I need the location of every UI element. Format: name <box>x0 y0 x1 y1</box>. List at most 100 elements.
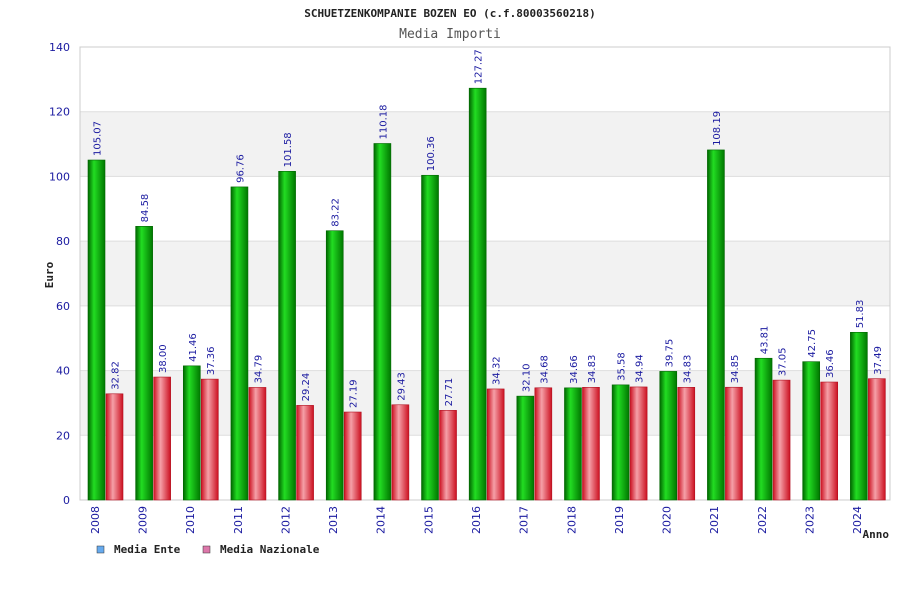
data-label-media-ente-2012: 101.58 <box>283 132 294 167</box>
bar-media-nazionale-2012 <box>296 405 314 501</box>
bar-media-ente-2015 <box>421 174 439 501</box>
bar-media-ente-2020 <box>659 371 678 501</box>
data-label-media-nazionale-2018: 34.83 <box>587 355 598 384</box>
legend: Media Ente Media Nazionale <box>96 543 320 556</box>
data-label-media-ente-2009: 84.58 <box>140 194 151 223</box>
data-label-media-ente-2015: 100.36 <box>426 136 437 171</box>
bar-media-ente-2014 <box>373 143 392 501</box>
data-label-media-nazionale-2021: 34.85 <box>730 355 741 384</box>
bar-media-ente-2023 <box>802 361 821 501</box>
x-tick-label-2008: 2008 <box>89 506 102 534</box>
bar-media-ente-2021 <box>707 149 725 501</box>
x-tick-label-2013: 2013 <box>327 506 340 534</box>
bar-media-ente-2009 <box>135 226 153 501</box>
bar-media-ente-2011 <box>230 186 249 501</box>
data-label-media-ente-2018: 34.66 <box>569 355 580 384</box>
data-label-media-nazionale-2014: 29.43 <box>396 372 407 401</box>
data-label-media-nazionale-2012: 29.24 <box>301 373 312 402</box>
data-label-media-ente-2008: 105.07 <box>93 121 104 156</box>
data-label-media-nazionale-2019: 34.94 <box>635 354 646 383</box>
x-tick-label-2024: 2024 <box>851 506 864 534</box>
y-tick-label: 20 <box>56 429 70 442</box>
x-tick-label-2020: 2020 <box>661 506 674 534</box>
data-label-media-ente-2020: 39.75 <box>664 339 675 368</box>
x-tick-label-2009: 2009 <box>136 506 149 534</box>
data-label-media-ente-2017: 32.10 <box>521 363 532 392</box>
data-label-media-nazionale-2023: 36.46 <box>825 349 836 378</box>
y-axis-label: Euro <box>43 261 56 288</box>
bar-media-ente-2019 <box>611 384 630 501</box>
data-label-media-nazionale-2011: 34.79 <box>253 355 264 384</box>
data-label-media-nazionale-2013: 27.19 <box>349 379 360 408</box>
bar-media-nazionale-2022 <box>772 379 791 501</box>
bar-media-nazionale-2021 <box>725 386 743 501</box>
x-tick-label-2014: 2014 <box>375 506 388 534</box>
data-label-media-ente-2019: 35.58 <box>617 352 628 381</box>
data-label-media-nazionale-2022: 37.05 <box>778 347 789 376</box>
data-label-media-ente-2011: 96.76 <box>235 154 246 183</box>
bar-media-ente-2013 <box>325 230 344 501</box>
x-tick-label-2012: 2012 <box>279 506 292 534</box>
data-label-media-nazionale-2015: 27.71 <box>444 378 455 407</box>
bar-media-nazionale-2016 <box>486 388 505 501</box>
data-label-media-ente-2014: 110.18 <box>378 104 389 139</box>
legend-swatch-media-nazionale <box>202 545 211 554</box>
x-tick-label-2015: 2015 <box>422 506 435 534</box>
bar-media-ente-2022 <box>754 357 773 501</box>
bar-media-ente-2010 <box>182 365 201 501</box>
data-label-media-nazionale-2016: 34.32 <box>492 356 503 385</box>
bar-media-ente-2024 <box>850 331 868 501</box>
data-label-media-nazionale-2008: 32.82 <box>111 361 122 390</box>
bar-media-nazionale-2010 <box>200 378 219 501</box>
x-tick-label-2016: 2016 <box>470 506 483 534</box>
data-label-media-nazionale-2020: 34.83 <box>682 355 693 384</box>
bar-media-nazionale-2013 <box>343 411 362 501</box>
data-label-media-ente-2010: 41.46 <box>188 333 199 362</box>
x-tick-label-2017: 2017 <box>518 506 531 534</box>
x-tick-label-2011: 2011 <box>232 506 245 534</box>
legend-swatch-media-ente <box>96 545 105 554</box>
y-axis-ticks: 0 20 40 60 80 100 120 140 <box>49 41 70 507</box>
data-label-media-nazionale-2009: 38.00 <box>158 344 169 373</box>
bar-media-nazionale-2019 <box>629 386 648 501</box>
x-tick-label-2018: 2018 <box>565 506 578 534</box>
y-tick-label: 140 <box>49 41 70 54</box>
chart-subtitle: Media Importi <box>399 27 501 42</box>
y-tick-label: 0 <box>63 494 70 507</box>
bar-media-ente-2018 <box>564 387 582 501</box>
bar-media-nazionale-2024 <box>868 378 886 501</box>
y-tick-label: 60 <box>56 300 70 313</box>
x-axis-ticks: 2008 2009 2010 2011 2012 2013 2014 2015 2016 2017… <box>89 506 864 534</box>
x-axis-label: Anno <box>863 528 890 541</box>
data-label-media-ente-2024: 51.83 <box>855 300 866 329</box>
y-tick-label: 120 <box>49 106 70 119</box>
x-tick-label-2022: 2022 <box>756 506 769 534</box>
bar-media-nazionale-2018 <box>582 387 600 501</box>
bar-media-nazionale-2023 <box>820 381 839 501</box>
data-label-media-ente-2022: 43.81 <box>760 326 771 355</box>
y-tick-label: 100 <box>49 170 70 183</box>
legend-label-media-nazionale: Media Nazionale <box>220 543 320 556</box>
legend-label-media-ente: Media Ente <box>114 543 181 556</box>
bar-media-nazionale-2015 <box>439 410 457 501</box>
bar-media-nazionale-2011 <box>248 387 267 501</box>
data-label-media-nazionale-2024: 37.49 <box>873 346 884 375</box>
data-label-media-ente-2023: 42.75 <box>807 329 818 358</box>
chart-title: SCHUETZENKOMPANIE BOZEN EO (c.f.80003560… <box>304 7 595 20</box>
bar-media-ente-2017 <box>516 395 535 501</box>
bar-media-nazionale-2020 <box>677 387 696 501</box>
data-label-media-nazionale-2017: 34.68 <box>539 355 550 384</box>
x-tick-label-2021: 2021 <box>708 506 721 534</box>
data-label-media-ente-2013: 83.22 <box>331 198 342 227</box>
x-tick-label-2023: 2023 <box>804 506 817 534</box>
bars: 105.07 32.82 84.58 38.00 41.46 37.36 96.76 34.7… <box>87 49 886 501</box>
bar-media-ente-2012 <box>278 171 296 501</box>
bar-media-nazionale-2008 <box>105 393 124 501</box>
data-label-media-ente-2016: 127.27 <box>474 49 485 84</box>
bar-media-ente-2016 <box>468 87 487 501</box>
y-tick-label: 80 <box>56 235 70 248</box>
y-tick-label: 40 <box>56 365 70 378</box>
data-label-media-ente-2021: 108.19 <box>712 111 723 146</box>
bar-media-nazionale-2017 <box>534 387 553 501</box>
